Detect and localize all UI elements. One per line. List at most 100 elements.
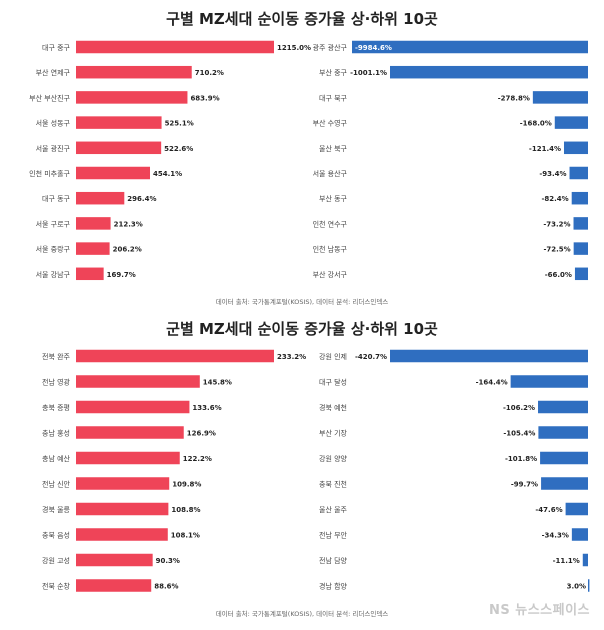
category-label: 광주 광산구 bbox=[313, 43, 348, 52]
category-label: 전남 신안 bbox=[42, 480, 71, 489]
category-label: 부산 중구 bbox=[319, 68, 348, 77]
data-label: -82.4% bbox=[541, 195, 568, 203]
data-label: 145.8% bbox=[203, 379, 232, 387]
bar-negative bbox=[390, 349, 588, 363]
category-label: 전남 무안 bbox=[319, 531, 348, 540]
data-label: 122.2% bbox=[183, 455, 212, 463]
category-label: 부산 기장 bbox=[319, 429, 348, 438]
bar-positive bbox=[76, 400, 190, 414]
data-label: 169.7% bbox=[107, 271, 136, 279]
bar-negative bbox=[532, 91, 588, 104]
bar-positive bbox=[76, 191, 125, 205]
data-label: 3.0% bbox=[567, 583, 586, 591]
category-label: 대구 동구 bbox=[42, 195, 71, 203]
category-label: 충남 홍성 bbox=[42, 429, 70, 438]
category-label: 전북 순창 bbox=[42, 582, 71, 591]
data-label: -73.2% bbox=[543, 220, 570, 228]
data-label: 525.1% bbox=[165, 120, 194, 128]
bar-positive bbox=[76, 65, 192, 79]
category-label: 부산 수영구 bbox=[313, 119, 348, 128]
bar-negative bbox=[565, 502, 588, 516]
bar-negative bbox=[569, 166, 588, 180]
bar-negative bbox=[390, 65, 588, 79]
category-label: 서울 구로구 bbox=[36, 219, 71, 228]
chart-source: 데이터 출처: 국가통계포털(KOSIS), 데이터 분석: 리더스인덱스 bbox=[215, 298, 389, 306]
category-label: 전남 영광 bbox=[42, 378, 71, 387]
bar-positive bbox=[76, 579, 152, 592]
data-label: -420.7% bbox=[355, 353, 387, 361]
bar-positive bbox=[76, 375, 200, 388]
category-label: 서울 강남구 bbox=[36, 270, 71, 279]
category-label: 경북 예천 bbox=[319, 403, 347, 412]
bar-positive bbox=[76, 477, 170, 490]
category-label: 전북 완주 bbox=[42, 352, 71, 361]
category-label: 서울 광진구 bbox=[36, 144, 71, 153]
data-label: -278.8% bbox=[498, 94, 530, 102]
bar-positive bbox=[76, 553, 153, 567]
bar-positive bbox=[76, 141, 162, 155]
bar-negative bbox=[538, 426, 588, 439]
bar-positive bbox=[76, 91, 188, 104]
bar-positive bbox=[76, 451, 180, 465]
data-label: 90.3% bbox=[156, 557, 180, 565]
category-label: 충남 예산 bbox=[42, 454, 71, 463]
data-label: -105.4% bbox=[503, 430, 535, 438]
bar-positive bbox=[76, 242, 110, 255]
category-label: 전남 담양 bbox=[319, 556, 348, 565]
category-label: 서울 성동구 bbox=[36, 119, 71, 128]
data-label: -72.5% bbox=[543, 246, 570, 254]
chart-panel-gun: 군별 MZ세대 순이동 증가율 상·하위 10곳 전북 완주 233.2% 전남 영… bbox=[0, 315, 604, 630]
bar-negative bbox=[571, 191, 588, 205]
category-label: 부산 동구 bbox=[319, 194, 348, 203]
chart-plot-gu: 대구 중구 1215.0% 부산 연제구 710.2% 부산 부산진구 683.9% 서울 … bbox=[29, 40, 588, 281]
data-label: -121.4% bbox=[529, 145, 561, 153]
bar-positive bbox=[76, 166, 151, 180]
data-label: -47.6% bbox=[535, 506, 562, 514]
bar-negative bbox=[573, 242, 588, 255]
data-label: 212.3% bbox=[114, 220, 143, 228]
bar-negative bbox=[554, 116, 588, 129]
chart-panel-gu: 구별 MZ세대 순이동 증가율 상·하위 10곳 대구 중구 1215.0% 부산 … bbox=[29, 10, 588, 306]
data-label: -101.8% bbox=[505, 455, 537, 463]
bar-positive bbox=[76, 267, 104, 281]
data-label: 1215.0% bbox=[277, 44, 311, 52]
category-label: 울산 울주 bbox=[319, 505, 348, 514]
bar-negative bbox=[510, 375, 588, 388]
category-label: 충북 음성 bbox=[42, 531, 70, 540]
data-label: 522.6% bbox=[164, 145, 193, 153]
category-label: 대구 북구 bbox=[319, 94, 348, 102]
data-label: -106.2% bbox=[503, 404, 535, 412]
data-label: 108.1% bbox=[171, 532, 200, 540]
bar-negative bbox=[538, 400, 588, 414]
chart-plot-gun: 전북 완주 233.2% 전남 영광 145.8% 충북 증평 133.6% 충남 홍성 12… bbox=[42, 349, 590, 592]
chart-title: 군별 MZ세대 순이동 증가율 상·하위 10곳 bbox=[166, 320, 438, 338]
bar-negative bbox=[563, 141, 588, 155]
bar-negative bbox=[571, 528, 588, 541]
data-label: -164.4% bbox=[476, 379, 508, 387]
category-label: 인천 연수구 bbox=[313, 219, 348, 228]
bar-negative bbox=[352, 40, 588, 54]
data-label: 233.2% bbox=[277, 353, 306, 361]
category-label: 부산 부산진구 bbox=[29, 93, 70, 102]
category-label: 대구 중구 bbox=[42, 44, 71, 52]
data-label: -1001.1% bbox=[350, 69, 387, 77]
data-label: -11.1% bbox=[553, 557, 580, 565]
category-label: 충북 진천 bbox=[319, 480, 347, 489]
category-label: 경북 울릉 bbox=[42, 505, 71, 514]
category-label: 강원 양양 bbox=[319, 454, 348, 463]
bar-negative bbox=[574, 267, 588, 281]
category-label: 부산 연제구 bbox=[36, 68, 71, 77]
data-label: -99.7% bbox=[511, 481, 538, 489]
category-label: 서울 용산구 bbox=[313, 169, 348, 178]
bar-positive bbox=[76, 528, 168, 541]
data-label: 88.6% bbox=[154, 583, 178, 591]
chart-source: 데이터 출처: 국가통계포털(KOSIS), 데이터 분석: 리더스인덱스 bbox=[215, 610, 389, 618]
data-label: 108.8% bbox=[171, 506, 200, 514]
bar-positive bbox=[76, 502, 169, 516]
bar-positive bbox=[76, 426, 184, 439]
data-label: 109.8% bbox=[172, 481, 201, 489]
category-label: 강원 고성 bbox=[42, 556, 70, 565]
bar-positive bbox=[76, 349, 274, 363]
data-label: -9984.6% bbox=[355, 44, 392, 52]
category-label: 대구 달성 bbox=[319, 378, 347, 387]
